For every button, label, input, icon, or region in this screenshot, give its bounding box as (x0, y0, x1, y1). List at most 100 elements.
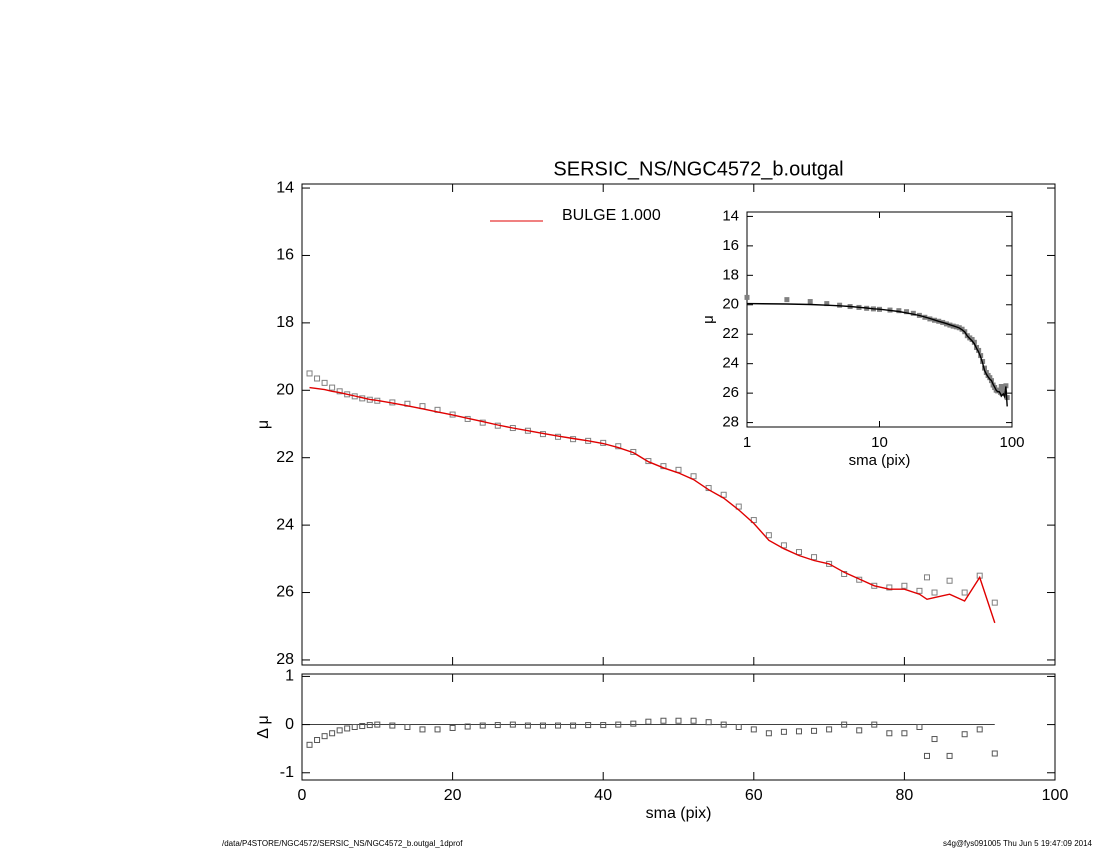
y-tick-label: 16 (276, 247, 294, 264)
data-point (351, 724, 358, 730)
plot-frame (301, 183, 1056, 666)
data-point (991, 750, 998, 757)
data-point (675, 717, 682, 724)
data-point (931, 736, 938, 743)
data-point (336, 388, 343, 395)
y-tick-label: 16 (722, 237, 739, 254)
data-point (901, 730, 908, 737)
data-point (314, 737, 321, 744)
x-tick-label: 1 (743, 434, 751, 451)
data-point (321, 733, 328, 740)
y-tick-label: 1 (285, 668, 294, 685)
y-axis-label: μ (700, 315, 717, 324)
data-point (856, 727, 863, 734)
x-axis-label: sma (pix) (646, 805, 712, 822)
y-tick-label: 22 (722, 325, 739, 342)
model-line (746, 302, 1008, 407)
data-point (931, 589, 938, 596)
data-point (404, 724, 411, 730)
data-point (765, 730, 772, 737)
data-point (585, 722, 592, 729)
data-point (841, 721, 848, 728)
data-point (464, 723, 471, 730)
data-point (645, 718, 652, 725)
data-point (660, 717, 667, 724)
data-point (306, 741, 313, 748)
data-point (524, 722, 531, 729)
x-tick-label: 20 (444, 787, 462, 804)
y-tick-label: 24 (276, 516, 294, 533)
y-tick-label: 28 (722, 414, 739, 431)
data-point (780, 542, 787, 549)
data-point (321, 379, 328, 386)
data-point (615, 721, 622, 728)
x-tick-label: 0 (298, 787, 307, 804)
data-point (784, 297, 790, 303)
x-tick-label: 60 (745, 787, 763, 804)
y-axis-label: Δ μ (255, 715, 272, 738)
data-point (329, 384, 336, 391)
data-point (600, 722, 607, 729)
data-point (720, 491, 727, 498)
data-point (494, 722, 501, 729)
data-point (871, 721, 878, 728)
data-point (329, 730, 336, 737)
data-point (389, 722, 396, 729)
data-point (744, 294, 750, 300)
data-point (916, 587, 923, 594)
data-point (630, 720, 637, 727)
data-point (923, 752, 930, 759)
data-point (904, 309, 910, 315)
data-point (946, 752, 953, 759)
data-point (991, 599, 998, 606)
data-point (901, 582, 908, 589)
data-point (306, 370, 313, 377)
data-point (570, 722, 577, 729)
data-point (807, 299, 813, 305)
data-point (359, 723, 366, 730)
data-point (344, 725, 351, 732)
footer-stamp: s4g@fys091005 Thu Jun 5 19:47:09 2014 (943, 839, 1093, 848)
x-axis-label: sma (pix) (849, 452, 911, 469)
x-tick-label: 80 (896, 787, 914, 804)
plot-frame (301, 673, 1056, 781)
x-tick-label: 40 (594, 787, 612, 804)
x-tick-label: 100 (1042, 787, 1069, 804)
data-point (765, 532, 772, 539)
y-tick-label: 26 (722, 384, 739, 401)
data-point (961, 731, 968, 738)
data-point (923, 574, 930, 581)
x-tick-label: 10 (871, 434, 888, 451)
data-point (366, 722, 373, 729)
y-tick-label: 24 (722, 355, 739, 372)
plot-frame (746, 211, 1013, 428)
data-point (750, 726, 757, 733)
data-point (509, 721, 516, 728)
data-point (539, 722, 546, 729)
y-axis-label: μ (255, 420, 272, 429)
data-point (645, 458, 652, 465)
data-point (886, 730, 893, 737)
data-point (690, 473, 697, 480)
y-tick-label: 26 (276, 584, 294, 601)
data-point (449, 724, 456, 731)
data-point (419, 726, 426, 733)
data-point (374, 721, 381, 728)
y-tick-label: 20 (276, 382, 294, 399)
data-point (961, 589, 968, 596)
data-point (795, 728, 802, 735)
data-point (434, 726, 441, 733)
data-point (720, 721, 727, 728)
data-point (314, 375, 321, 382)
data-point (826, 726, 833, 733)
y-tick-label: 18 (276, 314, 294, 331)
data-point (690, 717, 697, 724)
data-point (479, 722, 486, 729)
y-tick-label: 14 (722, 207, 739, 224)
data-point (811, 554, 818, 561)
y-tick-label: 14 (276, 179, 294, 196)
data-point (780, 728, 787, 735)
y-tick-label: 18 (722, 266, 739, 283)
